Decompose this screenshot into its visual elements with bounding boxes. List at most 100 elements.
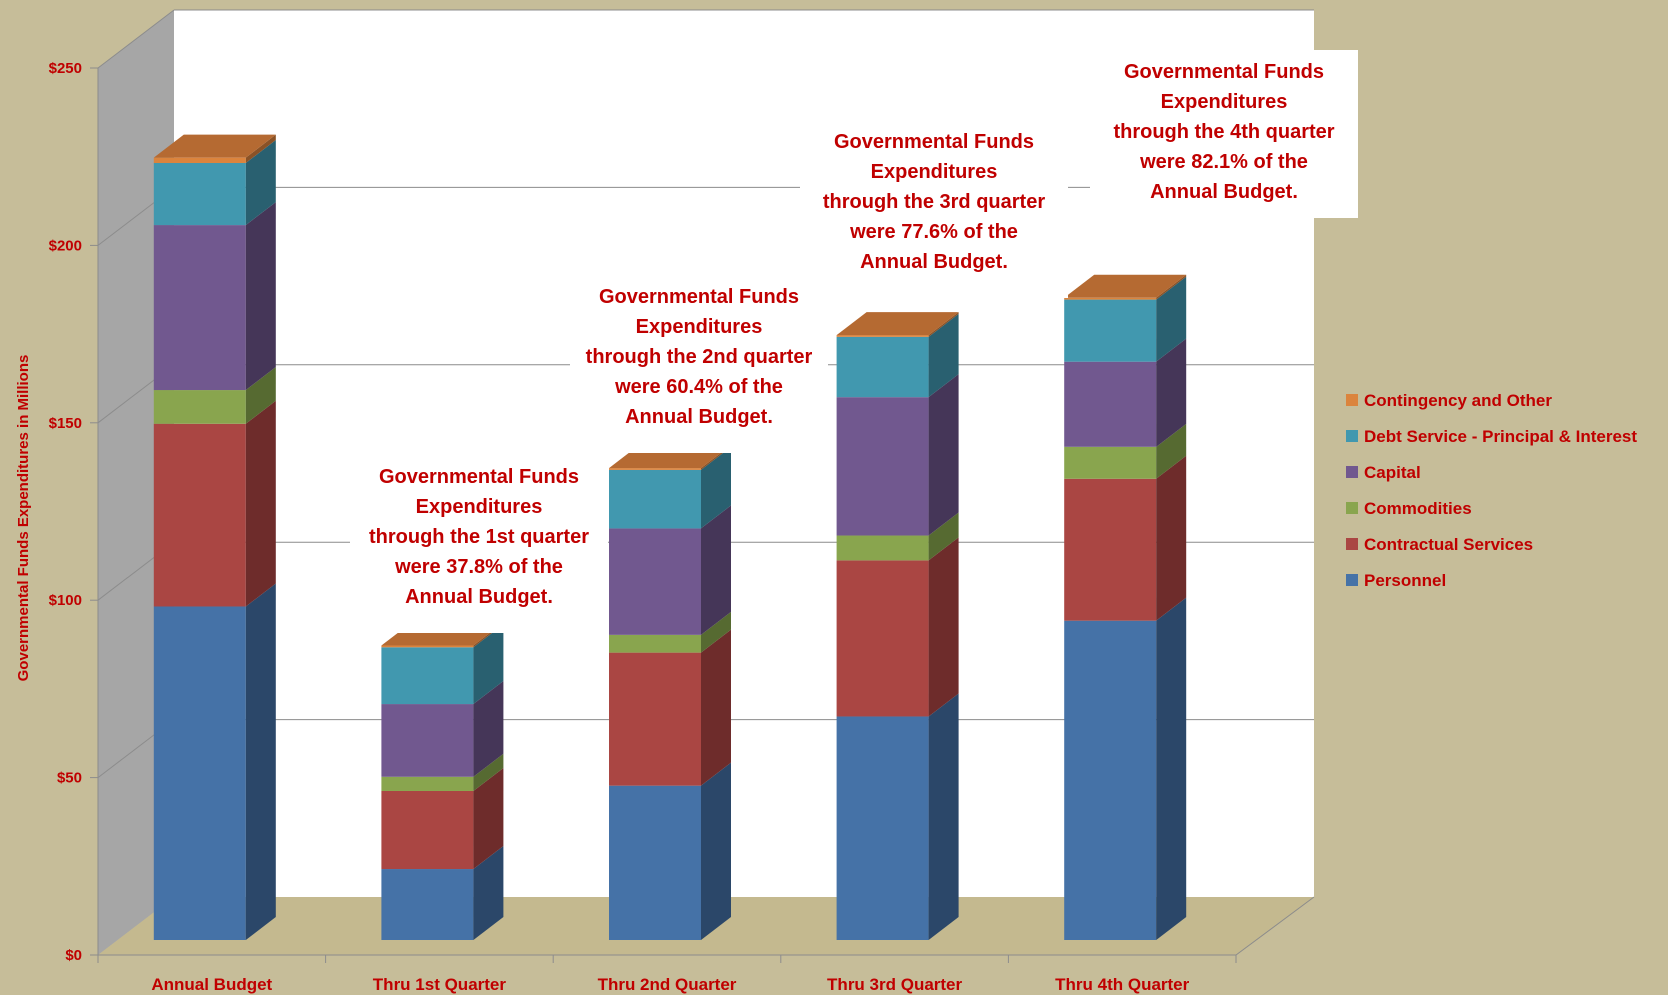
legend-swatch: [1346, 466, 1358, 478]
bar-segment: [1064, 620, 1157, 940]
bars: [153, 134, 1187, 940]
annotation-box: [350, 455, 608, 633]
annotation-line: Expenditures: [636, 316, 763, 338]
annotation-line: Annual Budget.: [625, 406, 773, 428]
annotation-line: were 37.8% of the: [394, 556, 563, 578]
x-tick-label: Thru 4th Quarter: [1055, 975, 1190, 994]
bar-segment: [1064, 299, 1157, 362]
legend-label: Commodities: [1364, 499, 1472, 518]
legend: Contingency and Other Debt Service - Prin…: [1346, 391, 1637, 590]
bar-segment: [609, 634, 701, 653]
annotation-line: Annual Budget.: [405, 586, 553, 608]
bar-top-face: [836, 312, 959, 336]
bar-segment: [153, 390, 246, 424]
annotation-line: Expenditures: [871, 161, 998, 183]
bar-segment: [609, 468, 701, 470]
bar-segment: [153, 423, 246, 607]
bar-segment: [836, 535, 929, 561]
annotation-line: were 60.4% of the: [614, 376, 783, 398]
bar-segment: [381, 869, 474, 940]
bar-segment-side: [701, 629, 731, 786]
bar-segment-side: [1156, 423, 1187, 479]
legend-swatch: [1346, 574, 1358, 586]
bar-segment: [1064, 446, 1157, 479]
bar-segment: [836, 716, 929, 940]
bar-segment-side: [473, 681, 504, 777]
bar-segment-side: [928, 313, 959, 398]
bar-segment-side: [473, 753, 504, 791]
bar-segment: [381, 790, 474, 870]
legend-item: Personnel: [1346, 571, 1446, 590]
x-tick-label: Thru 3rd Quarter: [827, 975, 962, 994]
bar-segment-side: [245, 139, 276, 226]
annotation-line: Expenditures: [1161, 91, 1288, 113]
bar-segment-side: [245, 400, 276, 607]
bar-segment: [153, 162, 246, 226]
bar-segment: [1064, 361, 1157, 447]
annotation-line: Governmental Funds: [834, 131, 1034, 153]
legend-item: Capital: [1346, 463, 1421, 482]
legend-label: Personnel: [1364, 571, 1446, 590]
annotation-line: Expenditures: [416, 496, 543, 518]
legend-item: Contractual Services: [1346, 535, 1533, 554]
legend-label: Capital: [1364, 463, 1421, 482]
y-tick-label: $100: [49, 592, 82, 609]
legend-label: Debt Service - Principal & Interest: [1364, 427, 1637, 446]
bar-segment: [609, 528, 701, 635]
legend-item: Contingency and Other: [1346, 391, 1552, 410]
bar-segment-side: [1156, 276, 1187, 362]
y-axis-ticks: $0 $50 $100 $150 $200 $250: [49, 60, 98, 964]
x-tick-label: Annual Budget: [151, 975, 272, 994]
bar-segment-side: [928, 312, 959, 337]
annotations: Governmental Funds Expenditures through th…: [350, 50, 1358, 633]
bar-segment-side: [473, 846, 504, 940]
bar-segment-side: [928, 693, 959, 940]
bar-segment: [153, 225, 246, 391]
bar-segment: [153, 157, 246, 163]
annotation-box: [1090, 50, 1358, 218]
annotation-line: through the 1st quarter: [369, 526, 589, 548]
legend-label: Contingency and Other: [1364, 391, 1552, 410]
annotation-line: through the 3rd quarter: [823, 191, 1045, 213]
annotation-line: through the 4th quarter: [1113, 121, 1334, 143]
legend-item: Commodities: [1346, 499, 1472, 518]
annotation-1: Governmental Funds Expenditures through th…: [350, 455, 608, 633]
annotation-line: Annual Budget.: [1150, 181, 1298, 203]
bar-segment-side: [928, 537, 959, 717]
bar-segment-side: [1156, 597, 1187, 940]
bar-segment: [609, 652, 701, 786]
y-tick-label: $200: [49, 237, 82, 254]
annotation-3: Governmental Funds Expenditures through th…: [800, 120, 1068, 298]
bar-segment: [1064, 297, 1157, 300]
x-axis-ticks: Annual Budget Thru 1st Quarter Thru 2nd Qu…: [97, 955, 1237, 994]
bar-segment: [381, 776, 474, 791]
bar-4: [836, 312, 959, 940]
bar-segment-side: [928, 374, 959, 536]
bar-top-face: [1064, 274, 1187, 298]
annotation-4: Governmental Funds Expenditures through th…: [1090, 50, 1358, 218]
bar-3: [609, 445, 731, 940]
y-axis-label: Governmental Funds Expenditures in Milli…: [15, 355, 32, 682]
bar-segment: [836, 397, 929, 536]
annotation-line: Governmental Funds: [1124, 61, 1324, 83]
legend-item: Debt Service - Principal & Interest: [1346, 427, 1637, 446]
bar-segment-side: [701, 611, 731, 653]
bar-segment-side: [473, 624, 504, 705]
bar-segment-side: [473, 767, 504, 870]
legend-swatch: [1346, 538, 1358, 550]
x-tick-label: Thru 1st Quarter: [373, 975, 507, 994]
bar-segment-side: [1156, 274, 1187, 300]
annotation-2: Governmental Funds Expenditures through th…: [570, 275, 828, 453]
bar-segment: [381, 647, 474, 705]
legend-swatch: [1346, 502, 1358, 514]
annotation-line: Governmental Funds: [599, 286, 799, 308]
bar-segment-side: [701, 762, 731, 940]
bar-segment: [836, 335, 929, 337]
y-tick-label: $0: [65, 947, 82, 964]
annotation-line: were 82.1% of the: [1139, 151, 1308, 173]
bar-segment: [836, 560, 929, 717]
y-tick-label: $250: [49, 60, 82, 77]
bar-segment-side: [701, 446, 731, 529]
gridline-side: [97, 9, 175, 69]
